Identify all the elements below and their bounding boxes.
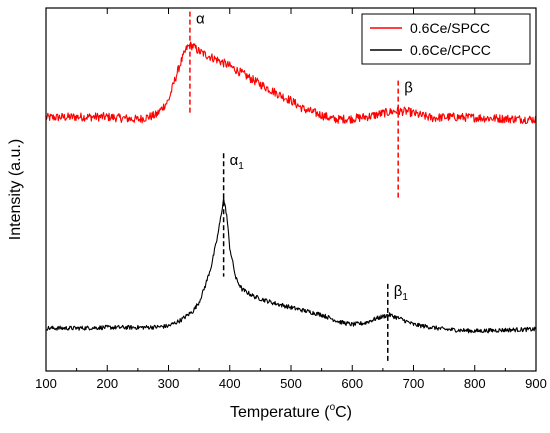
x-tick-label-200: 200 — [96, 376, 118, 391]
x-tick-label-100: 100 — [35, 376, 57, 391]
series-line-1 — [45, 197, 537, 334]
x-tick-label-300: 300 — [158, 376, 180, 391]
peak-marker-label-3: β1 — [394, 283, 409, 303]
peak-annotations: α β α1 β1 — [189, 11, 413, 364]
peak-marker-label-0: α — [196, 11, 205, 28]
x-tick-label-900: 900 — [525, 376, 547, 391]
x-axis-label: Temperature (oC) — [230, 402, 352, 421]
y-axis-label: Intensity (a.u.) — [7, 139, 24, 240]
x-tick-label-400: 400 — [219, 376, 241, 391]
legend-box — [361, 13, 531, 65]
x-tick-label-800: 800 — [464, 376, 486, 391]
plot-area — [45, 41, 537, 334]
legend-label-1: 0.6Ce/CPCC — [410, 42, 491, 58]
legend-label-0: 0.6Ce/SPCC — [410, 20, 490, 36]
peak-marker-label-1: β — [404, 80, 413, 97]
peak-marker-label-2: α1 — [230, 152, 245, 172]
series-line-0 — [45, 41, 537, 125]
axes: 100 200 300 400 500 600 700 800 900 Temperature (… — [7, 7, 547, 421]
x-tick-label-700: 700 — [403, 376, 425, 391]
legend: 0.6Ce/SPCC 0.6Ce/CPCC — [361, 13, 531, 65]
x-tick-label-500: 500 — [280, 376, 302, 391]
x-tick-label-600: 600 — [341, 376, 363, 391]
